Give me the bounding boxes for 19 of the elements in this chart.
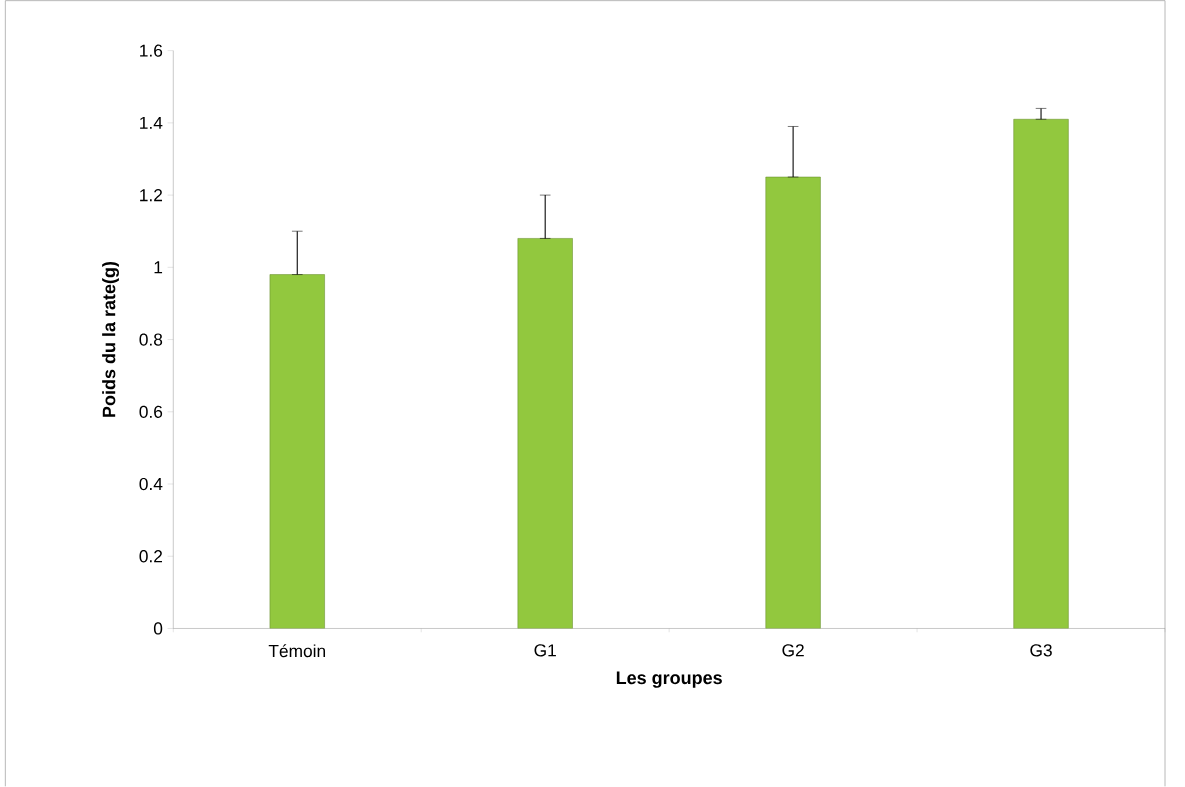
y-tick-label: 0.2 — [139, 550, 163, 563]
bar — [1013, 119, 1069, 629]
y-tick-label: 1.4 — [140, 116, 163, 129]
y-tick-label: 1 — [154, 261, 163, 274]
bar — [269, 274, 325, 629]
y-axis-title: Poids du la rate(g) — [102, 262, 119, 417]
y-tick-label: 0 — [153, 622, 163, 635]
bar — [765, 176, 821, 629]
y-tick-label: 1.2 — [140, 189, 163, 202]
x-tick-label: G2 — [782, 644, 804, 657]
y-tick-label: 0.6 — [139, 405, 163, 418]
y-tick-label: 1.6 — [140, 44, 163, 57]
bar — [517, 238, 573, 629]
x-tick-label: G3 — [1030, 644, 1052, 657]
x-tick-label: Témoin — [268, 644, 326, 658]
x-axis-title: Les groupes — [616, 671, 722, 688]
x-tick-label: G1 — [534, 644, 556, 657]
y-tick-label: 0.4 — [139, 477, 163, 491]
y-tick-label: 0.8 — [139, 333, 163, 346]
